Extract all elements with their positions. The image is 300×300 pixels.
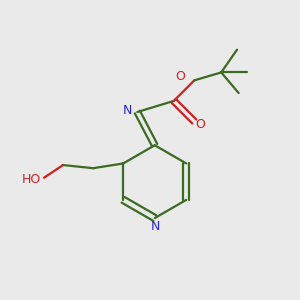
Text: HO: HO (22, 173, 41, 186)
Text: O: O (176, 70, 185, 83)
Text: O: O (195, 118, 205, 130)
Text: N: N (151, 220, 160, 233)
Text: N: N (122, 104, 132, 117)
